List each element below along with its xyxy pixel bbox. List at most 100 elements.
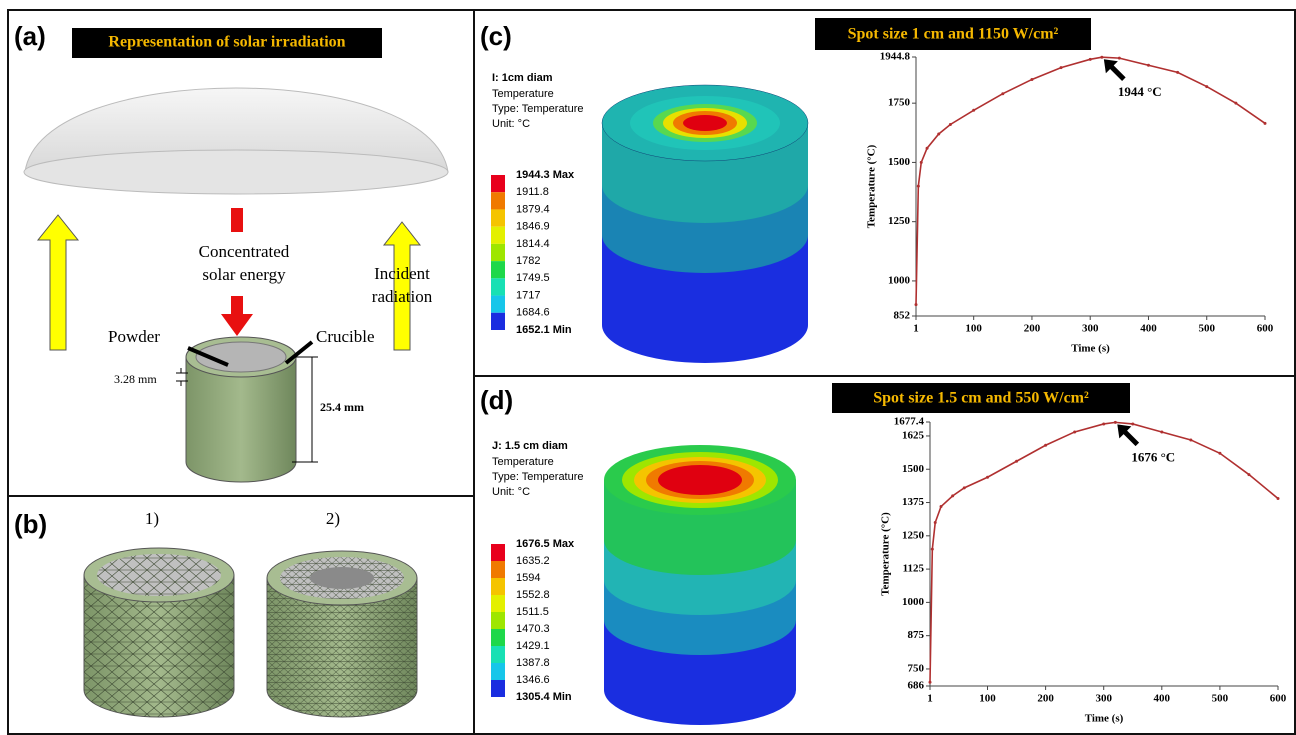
- point: [951, 494, 954, 497]
- y-tick-label: 1750: [888, 97, 911, 109]
- label: Powder: [108, 327, 160, 346]
- legend-value: 1846.9: [516, 221, 550, 233]
- contour-legend: I: 1cm diamTemperatureType: TemperatureU…: [491, 72, 584, 336]
- color-swatch: [491, 278, 505, 295]
- legend-value: 1782: [516, 255, 540, 267]
- annotation: 1944 °C: [1118, 84, 1162, 99]
- x-tick-label: 1: [927, 693, 933, 705]
- radiation-arrow: [38, 215, 78, 350]
- legend-value: 1676.5 Max: [516, 538, 575, 550]
- point: [934, 521, 937, 524]
- point: [1118, 57, 1121, 60]
- legend-value: 1635.2: [516, 555, 550, 567]
- point: [1189, 438, 1192, 441]
- legend-title: I: 1cm diam: [492, 72, 553, 84]
- figure: (a) Representation of solar irradiation …: [0, 0, 1296, 735]
- x-tick-label: 300: [1095, 693, 1112, 705]
- point: [1147, 64, 1150, 67]
- point: [1218, 452, 1221, 455]
- legend-line: Unit: °C: [492, 118, 530, 130]
- dome-rim: [24, 150, 448, 194]
- legend-value: 1814.4: [516, 238, 550, 250]
- point: [963, 486, 966, 489]
- point: [1073, 430, 1076, 433]
- annotation: 1676 °C: [1131, 449, 1175, 464]
- color-swatch: [491, 261, 505, 278]
- color-swatch: [491, 612, 505, 629]
- point: [986, 476, 989, 479]
- point: [1030, 78, 1033, 81]
- point: [1160, 430, 1163, 433]
- chart: Spot size 1.5 cm and 550 W/cm²6867508751…: [832, 383, 1287, 725]
- color-swatch: [491, 209, 505, 226]
- x-tick-label: 600: [1270, 693, 1287, 705]
- legend-line: Temperature: [492, 456, 554, 468]
- point: [1264, 122, 1267, 125]
- label: Crucible: [316, 327, 375, 346]
- color-swatch: [491, 175, 505, 192]
- y-tick-label: 852: [894, 310, 911, 322]
- label: solar energy: [202, 265, 286, 284]
- x-axis-label: Time (s): [1085, 713, 1124, 725]
- legend-value: 1552.8: [516, 589, 550, 601]
- point: [1247, 473, 1250, 476]
- x-axis-label: Time (s): [1071, 343, 1110, 355]
- color-swatch: [491, 192, 505, 209]
- y-tick-label: 1944.8: [880, 51, 911, 63]
- legend-value: 1879.4: [516, 203, 550, 215]
- legend-value: 1944.3 Max: [516, 169, 575, 181]
- legend-title: J: 1.5 cm diam: [492, 440, 568, 452]
- color-swatch: [491, 561, 505, 578]
- chart: Spot size 1 cm and 1150 W/cm²85210001250…: [815, 18, 1274, 355]
- legend-value: 1749.5: [516, 272, 550, 284]
- legend-line: Temperature: [492, 88, 554, 100]
- fine-mesh: [310, 567, 374, 589]
- x-tick-label: 600: [1257, 323, 1274, 335]
- x-tick-label: 300: [1082, 323, 1099, 335]
- legend-value: 1470.3: [516, 623, 550, 635]
- legend-value: 1594: [516, 572, 540, 584]
- point: [972, 109, 975, 112]
- point: [1102, 422, 1105, 425]
- x-tick-label: 200: [1024, 323, 1041, 335]
- legend-value: 1717: [516, 289, 540, 301]
- point: [1176, 71, 1179, 74]
- x-tick-label: 100: [979, 693, 996, 705]
- y-tick-label: 1375: [902, 496, 925, 508]
- y-tick-label: 1250: [902, 529, 925, 541]
- point: [917, 185, 920, 188]
- y-tick-label: 686: [908, 680, 925, 692]
- mesh: [97, 554, 221, 596]
- y-tick-label: 1000: [888, 274, 911, 286]
- color-swatch: [491, 313, 505, 330]
- contour-ring: [658, 465, 742, 495]
- y-axis-label: Temperature (°C): [880, 512, 892, 596]
- y-tick-label: 1625: [902, 429, 925, 441]
- label: 2): [326, 509, 340, 528]
- point: [1060, 66, 1063, 69]
- y-tick-label: 1677.4: [894, 416, 925, 428]
- point: [931, 548, 934, 551]
- line: [930, 422, 1278, 682]
- legend-value: 1346.6: [516, 674, 550, 686]
- color-swatch: [491, 578, 505, 595]
- x-tick-label: 500: [1198, 323, 1215, 335]
- line: [916, 57, 1265, 304]
- y-tick-label: 1125: [903, 563, 925, 575]
- panel-label: (d): [480, 385, 513, 415]
- y-tick-label: 1500: [888, 156, 911, 168]
- point: [1234, 102, 1237, 105]
- beam: [231, 208, 243, 232]
- point: [926, 147, 929, 150]
- x-tick-label: 1: [913, 323, 919, 335]
- point: [937, 132, 940, 135]
- legend-value: 1911.8: [516, 186, 549, 198]
- x-tick-label: 200: [1037, 693, 1054, 705]
- legend-value: 1684.6: [516, 307, 550, 319]
- color-swatch: [491, 244, 505, 261]
- color-swatch: [491, 595, 505, 612]
- y-axis-label: Temperature (°C): [866, 144, 878, 228]
- color-swatch: [491, 680, 505, 697]
- legend-value: 1652.1 Min: [516, 324, 572, 336]
